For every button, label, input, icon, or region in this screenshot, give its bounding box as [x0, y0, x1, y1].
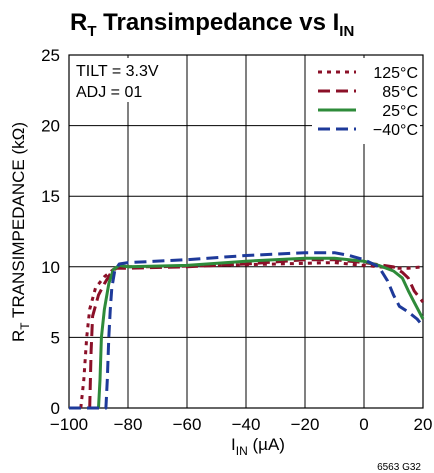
series-line-0 [79, 261, 424, 409]
annotation-tilt: TILT = 3.3V [76, 63, 159, 80]
y-tick-label: 0 [51, 399, 60, 418]
x-axis-label-main: I [231, 435, 236, 454]
plot-frame [68, 54, 424, 409]
y-axis-label-rest: TRANSIMPEDANCE (kΩ) [9, 122, 28, 322]
legend: 125°C 85°C 25°C −40°C [318, 65, 418, 139]
series-layer [69, 251, 425, 410]
y-tick-label: 20 [41, 117, 60, 136]
series-line-1 [88, 258, 425, 409]
chart-title: RT Transimpedance vs IIN [70, 9, 354, 40]
legend-label: 85°C [382, 84, 418, 101]
x-tick-label: −80 [114, 415, 143, 434]
legend-label: 25°C [382, 103, 418, 120]
legend-label: −40°C [373, 122, 418, 139]
title-main-subscript: T [87, 23, 96, 40]
x-axis-label: IIN (µA) [231, 435, 285, 458]
figure-code: 6563 G32 [377, 462, 421, 473]
series-line-2 [97, 256, 425, 409]
title-main-text: R [70, 9, 87, 36]
x-tick-labels: −100 −80 −60 −40 −20 0 20 [50, 415, 433, 434]
y-axis-label-subscript: T [18, 322, 32, 330]
x-tick-label: −60 [173, 415, 202, 434]
legend-label: 125°C [373, 65, 418, 82]
x-tick-label: 20 [414, 415, 433, 434]
x-axis-label-subscript: IN [236, 444, 248, 458]
x-tick-label: −40 [232, 415, 261, 434]
x-axis-label-rest: (µA) [248, 435, 285, 454]
x-tick-label: 0 [359, 415, 368, 434]
y-tick-label: 15 [41, 187, 60, 206]
y-axis-label: RT TRANSIMPEDANCE (kΩ) [9, 122, 32, 342]
x-tick-label: −100 [50, 415, 88, 434]
annotation-background [72, 58, 164, 102]
title-end-subscript: IN [339, 23, 354, 40]
x-tick-label: −20 [291, 415, 320, 434]
annotation-adj: ADJ = 01 [76, 84, 142, 101]
y-tick-label: 5 [51, 328, 60, 347]
title-middle-text: Transimpedance vs I [97, 9, 340, 36]
y-tick-label: 25 [41, 46, 60, 65]
y-tick-labels: 0 5 10 15 20 25 [41, 46, 60, 418]
y-tick-label: 10 [41, 258, 60, 277]
y-axis-label-main: R [9, 330, 28, 342]
